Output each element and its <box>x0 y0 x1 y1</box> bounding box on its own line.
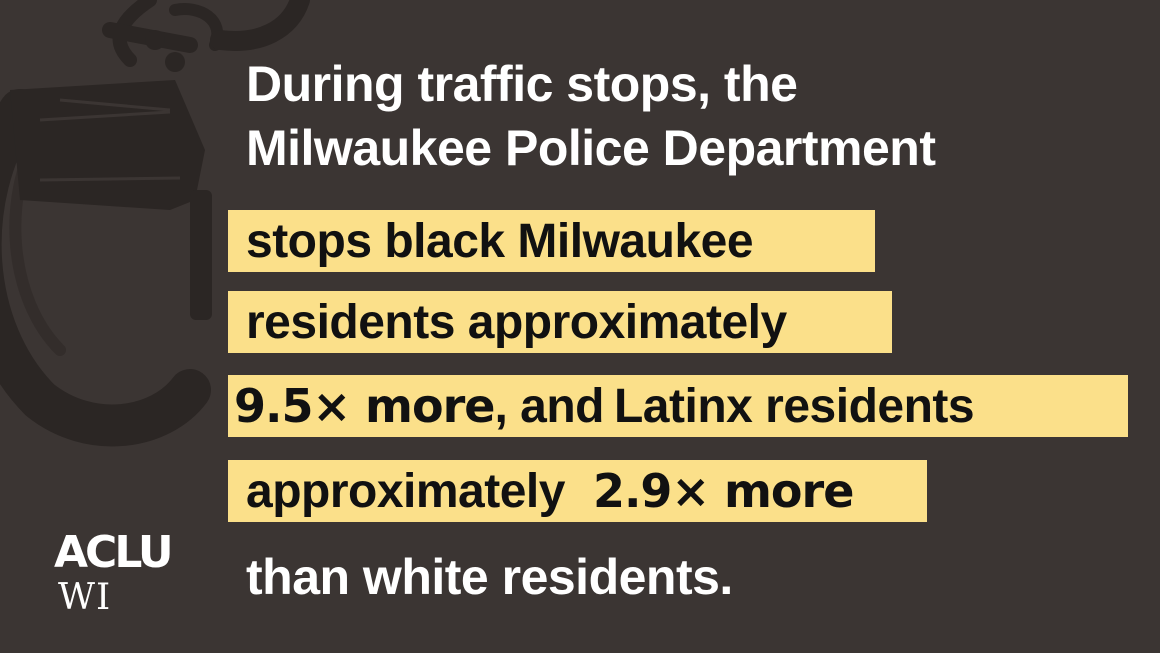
highlight-line-3: 9.5× more , and Latinx residents <box>228 375 1128 437</box>
highlight-text: stops black Milwaukee <box>246 214 754 268</box>
logo-mark: ACLU <box>54 527 174 578</box>
headline-line-2: Milwaukee Police Department <box>246 120 936 176</box>
highlight-text: approximately <box>246 464 565 518</box>
aclu-wi-logo: ACLU WI <box>54 527 174 618</box>
highlight-text: Latinx residents <box>613 379 975 433</box>
logo-sub: WI <box>58 577 112 618</box>
handcuff-icon <box>0 0 310 447</box>
highlight-line-4: approximately 2.9× more <box>228 460 927 522</box>
highlight-line-2: residents approximately <box>228 291 892 353</box>
black-stop-ratio: 9.5× more <box>234 379 495 433</box>
highlight-line-1: stops black Milwaukee <box>228 210 875 272</box>
closing-line: than white residents. <box>246 549 733 605</box>
highlight-text: residents approximately <box>246 295 787 349</box>
highlight-text: , and <box>494 379 604 433</box>
headline-line-1: During traffic stops, the <box>246 56 798 112</box>
headline: During traffic stops, the Milwaukee Poli… <box>246 52 936 180</box>
latinx-stop-ratio: 2.9× more <box>592 464 854 518</box>
